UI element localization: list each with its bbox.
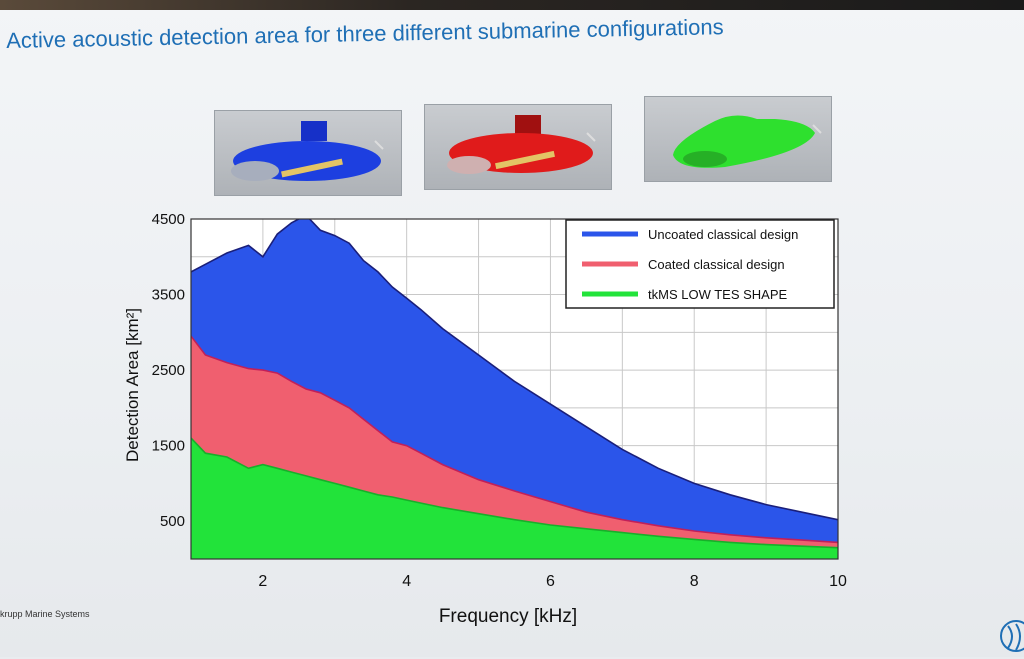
line-series-1 [191, 219, 838, 521]
line-series-3 [191, 437, 838, 549]
x-tick-label: 8 [690, 573, 699, 590]
submarine-green-image [644, 96, 832, 182]
y-tick-label: 2500 [152, 362, 185, 379]
x-axis-label: Frequency [kHz] [439, 606, 577, 627]
legend-entry: Coated classical design [648, 257, 785, 272]
x-tick-label: 10 [829, 573, 847, 590]
footer-text: krupp Marine Systems [0, 609, 90, 619]
legend: Uncoated classical design Coated classica… [565, 219, 835, 309]
company-logo-icon [998, 614, 1024, 654]
legend-entry: tkMS LOW TES SHAPE [648, 287, 788, 302]
submarine-red-image [424, 104, 612, 190]
area-series-3 [191, 438, 838, 559]
x-tick-label: 4 [402, 573, 411, 590]
line-series-2 [191, 335, 838, 544]
x-tick-label: 2 [258, 573, 267, 590]
submarine-blue-image [214, 110, 402, 196]
plot-frame [190, 218, 839, 560]
top-bar [0, 0, 1024, 10]
y-tick-label: 500 [160, 513, 185, 530]
y-tick-label: 1500 [152, 438, 185, 455]
y-axis-label: Detection Area [km²] [123, 308, 142, 462]
y-tick-label: 4500 [152, 211, 185, 228]
legend-entry: Uncoated classical design [648, 227, 798, 242]
y-tick-label: 3500 [152, 287, 185, 304]
x-tick-label: 6 [546, 573, 555, 590]
